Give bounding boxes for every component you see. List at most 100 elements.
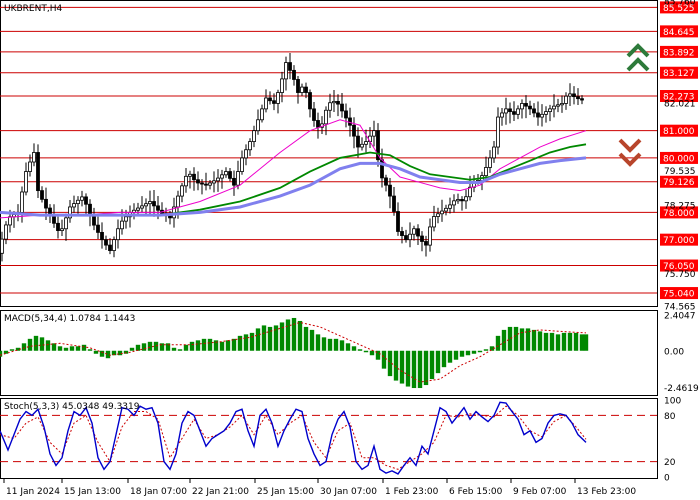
price-level-value: 75.040: [663, 290, 695, 300]
macd-bar: [237, 335, 243, 351]
candle-body: [28, 161, 32, 172]
candle: [264, 89, 268, 113]
candle: [232, 170, 236, 196]
candle-body: [24, 171, 28, 193]
candle-body: [536, 112, 540, 118]
macd-bar: [465, 350, 471, 356]
macd-bar: [489, 346, 495, 351]
macd-bar: [27, 338, 33, 351]
price-level-value: 76.050: [663, 262, 695, 272]
candle-body: [444, 207, 448, 212]
price-level-label: 82.273: [660, 90, 698, 103]
candle-body: [220, 174, 224, 179]
candle: [148, 190, 152, 216]
candle-body: [496, 116, 500, 148]
candle-body: [284, 62, 288, 80]
price-panel: UKBRENT,H4 85.525 84.645 83.892 83.127 82.27…: [0, 0, 698, 313]
candle-body: [488, 157, 492, 168]
price-level-label-bg: [660, 259, 698, 272]
candle-body: [304, 86, 308, 93]
macd-bar: [93, 350, 99, 354]
macd-bar: [201, 338, 207, 351]
candle-body: [524, 103, 528, 107]
candle: [548, 104, 552, 122]
price-level-label: 79.126: [660, 175, 698, 188]
candle-body: [540, 113, 544, 118]
candle-body: [440, 210, 444, 215]
candle: [84, 193, 88, 216]
candle: [392, 187, 396, 216]
candle: [404, 229, 408, 243]
macd-bar: [363, 350, 369, 353]
candle-body: [100, 231, 104, 241]
candle: [276, 89, 280, 114]
candle-body: [376, 130, 380, 161]
candle-body: [176, 195, 180, 208]
sma-green-line: [0, 143, 587, 217]
candle: [576, 88, 580, 106]
price-level-label-bg: [660, 175, 698, 188]
candle: [48, 204, 52, 224]
candle: [56, 216, 60, 239]
candle-body: [188, 173, 192, 177]
macd-bar: [583, 334, 589, 351]
macd-bar: [267, 326, 273, 351]
candle-body: [68, 206, 72, 219]
candle-body: [408, 233, 412, 241]
macd-bar: [189, 341, 195, 351]
candle-body: [532, 108, 536, 114]
price-axis: 85.525 84.645 83.892 83.127 82.273 81.000 80.0…: [660, 0, 698, 313]
candle-body: [64, 217, 68, 230]
macd-bar: [561, 332, 567, 351]
candle-body: [292, 69, 296, 80]
macd-bar: [177, 349, 183, 351]
candle: [360, 137, 364, 151]
macd-bar: [273, 325, 279, 351]
candle: [420, 231, 424, 252]
candle-body: [228, 171, 232, 179]
candle-body: [508, 108, 512, 113]
macd-bar: [51, 343, 57, 351]
candle-body: [392, 195, 396, 212]
macd-bar: [105, 350, 111, 359]
macd-bar: [87, 349, 93, 351]
time-axis-label: 18 Jan 07:00: [130, 487, 187, 497]
candle-body: [460, 199, 464, 202]
price-level-value: 78.000: [663, 209, 695, 219]
candle: [324, 106, 328, 136]
time-axis-label: 11 Jan 2024: [6, 487, 60, 497]
candle: [72, 195, 76, 213]
candle-body: [280, 78, 284, 93]
candle-body: [8, 216, 12, 226]
candle-body: [52, 215, 56, 224]
stoch-axis-tick: 100: [664, 397, 681, 407]
price-level-label: 75.040: [660, 287, 698, 300]
price-level-label: 83.892: [660, 45, 698, 58]
candle-body: [296, 79, 300, 93]
candle-body: [56, 222, 60, 231]
macd-bar: [513, 326, 519, 351]
macd-bar: [507, 326, 513, 351]
price-level-label: 81.000: [660, 124, 698, 137]
macd-bar: [435, 350, 441, 374]
candle: [352, 117, 356, 149]
macd-bar: [369, 350, 375, 356]
candle: [464, 189, 468, 209]
candle: [460, 196, 464, 211]
candle: [208, 180, 212, 190]
price-level-label: 80.000: [660, 151, 698, 164]
candle: [296, 76, 300, 104]
candle: [412, 225, 416, 241]
time-axis-label: 22 Jan 21:00: [192, 487, 249, 497]
price-level-label-bg: [660, 66, 698, 79]
candle-body: [268, 97, 272, 102]
candle: [544, 106, 548, 123]
time-axis: 11 Jan 2024 15 Jan 13:00 18 Jan 07:00 22 Ja…: [3, 479, 636, 497]
price-level-value: 79.126: [663, 178, 695, 188]
price-axis-tick: 79.535: [664, 167, 696, 177]
macd-signal-line: [0, 321, 587, 383]
price-axis-tick: 74.565: [664, 303, 696, 313]
stoch-title: Stoch(5,3,3) 45.0348 49.3319: [4, 402, 140, 412]
candle-body: [108, 244, 112, 251]
macd-bar: [315, 334, 321, 351]
